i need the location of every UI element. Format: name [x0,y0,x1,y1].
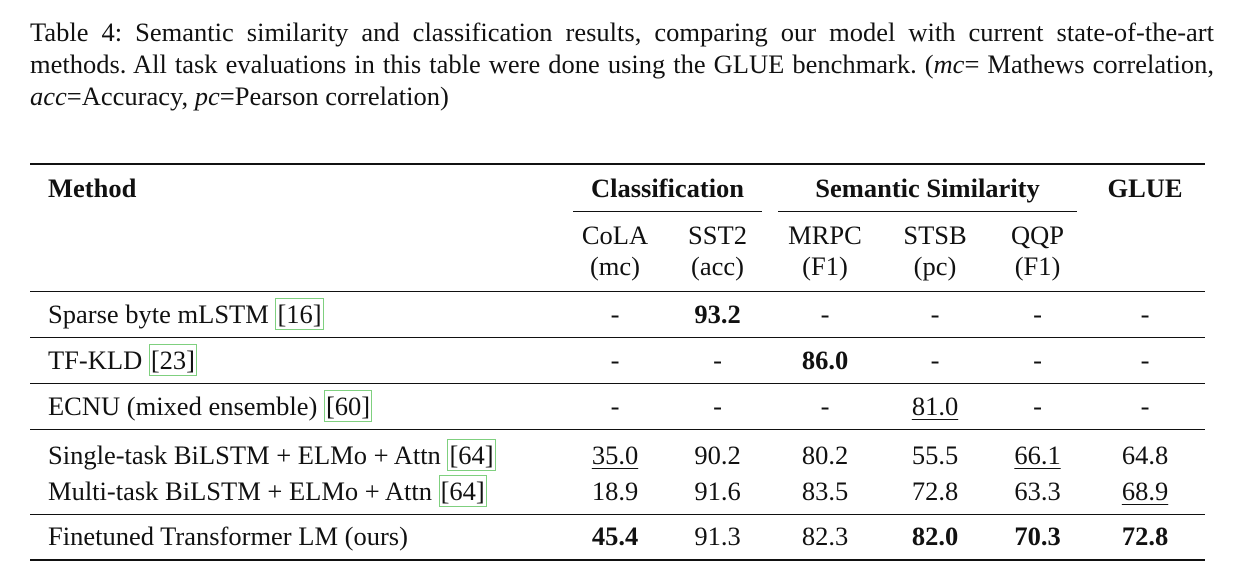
cell: - [770,382,880,429]
caption: Table 4: Semantic similarity and classif… [30,16,1214,112]
cell: 80.2 [770,428,880,476]
cell: 83.5 [801,475,849,506]
cell: - [770,290,880,337]
header: Classification [565,163,770,212]
row: Sparse byte mLSTM [16] - 93.2 - - - - [30,290,1206,337]
row: ECNU (mixed ensemble) [60] - - - 81.0 - … [30,382,1206,429]
cell: 18.9 [591,475,639,506]
sub-metric: (pc) [913,251,957,282]
method-name: ECNU (mixed ensemble) [48,390,324,421]
cell: 66.1 [990,428,1086,476]
citation: [60] [323,389,373,422]
subheader: MRPC (F1) [770,212,880,291]
subheader: SST2 (acc) [665,212,770,291]
caption-text: =Accuracy, [66,81,195,111]
cell: - [880,336,990,383]
header: Semantic Similarity [770,163,1086,212]
cell: - [990,336,1086,383]
method: ECNU (mixed ensemble) [60] [30,382,565,429]
cell: 90.2 [665,428,770,476]
cell: 35.0 [565,428,665,476]
cell: 91.3 [665,513,770,561]
caption-abbr: pc [194,81,220,111]
sub-metric: (F1) [802,251,848,282]
header: GLUE [1085,163,1206,212]
cell: 72.8 [911,475,959,506]
cell-text: 35.0 [591,440,639,470]
method-name: Multi-task BiLSTM + ELMo + Attn [48,475,439,506]
cell: 68.9 [1085,476,1205,515]
empty-cell [30,212,565,291]
subheader-row: CoLA (mc) SST2 (acc) MRPC (F1) STSB (pc) QQP… [30,212,1205,291]
method-name: Finetuned Transformer LM (ours) [48,521,408,552]
cell: - [1085,382,1206,429]
subheader: QQP (F1) [990,212,1085,291]
method: Multi-task BiLSTM + ELMo + Attn [64] [30,474,565,515]
cell: - [665,336,770,383]
cell: - [565,382,665,429]
cell: 81.0 [880,382,990,429]
cell: 72.8 [1085,513,1206,561]
cell: 93.2 [665,290,770,337]
method: Finetuned Transformer LM (ours) [30,513,565,561]
cell-text: 68.9 [1121,475,1169,506]
citation: [16] [275,297,324,330]
cell: - [565,290,665,337]
cell: 82.3 [770,513,880,561]
sub-name: STSB [903,220,967,251]
cell: - [1085,290,1206,337]
cell: 86.0 [770,336,880,383]
cell: 63.3 [1014,475,1061,506]
method: Sparse byte mLSTM [16] [30,290,565,337]
cell-text: 81.0 [911,390,959,421]
method-name: Single-task BiLSTM + ELMo + Attn [48,440,448,470]
citation: [64] [438,474,487,507]
empty-cell [1085,212,1205,291]
row: Finetuned Transformer LM (ours) 45.4 91.… [30,513,1206,561]
cell: 82.0 [880,513,990,561]
caption-abbr: acc [30,81,67,111]
sub-name: MRPC [788,220,862,251]
method-name: Sparse byte mLSTM [48,298,276,329]
sub-metric: (acc) [691,251,744,282]
sub-name: CoLA [581,220,649,251]
subheader: CoLA (mc) [565,212,665,291]
cell: - [665,382,770,429]
sub-name: QQP [1011,220,1065,251]
cell: - [880,290,990,337]
cell: 70.3 [990,513,1086,561]
group-header: Classification [573,165,762,212]
group-header: Semantic Similarity [778,165,1078,212]
cell: - [990,290,1086,337]
row: Single-task BiLSTM + ELMo + Attn [64] 35… [30,428,1206,476]
header-row: Method Classification Semantic Similarit… [30,163,1206,212]
method: Single-task BiLSTM + ELMo + Attn [64] [30,428,565,476]
method: TF-KLD [23] [30,336,565,383]
caption-text: = Mathews correlation, [964,49,1214,79]
sub-metric: (F1) [1014,251,1061,282]
cell: 45.4 [565,513,665,561]
subheader: STSB (pc) [880,212,990,291]
row: Multi-task BiLSTM + ELMo + Attn [64] 18.… [30,474,1205,515]
caption-text: =Pearson correlation) [219,81,449,111]
sub-name: SST2 [688,220,747,251]
cell: - [565,336,665,383]
results-table: Method Classification Semantic Similarit… [30,163,1206,561]
header: Method [30,163,565,212]
cell: 55.5 [880,428,990,476]
citation: [23] [148,343,197,376]
cell: 91.6 [694,475,741,506]
cell: - [990,382,1086,429]
citation: [64] [447,439,496,471]
cell: - [1085,336,1206,383]
cell-text: 66.1 [1014,440,1061,470]
caption-abbr: mc [933,49,965,79]
sub-metric: (mc) [589,251,641,282]
cell: 64.8 [1085,428,1206,476]
method-name: TF-KLD [48,344,149,375]
row: TF-KLD [23] - - 86.0 - - - [30,336,1206,383]
caption-text: Table 4: Semantic similarity and classif… [30,17,1214,79]
